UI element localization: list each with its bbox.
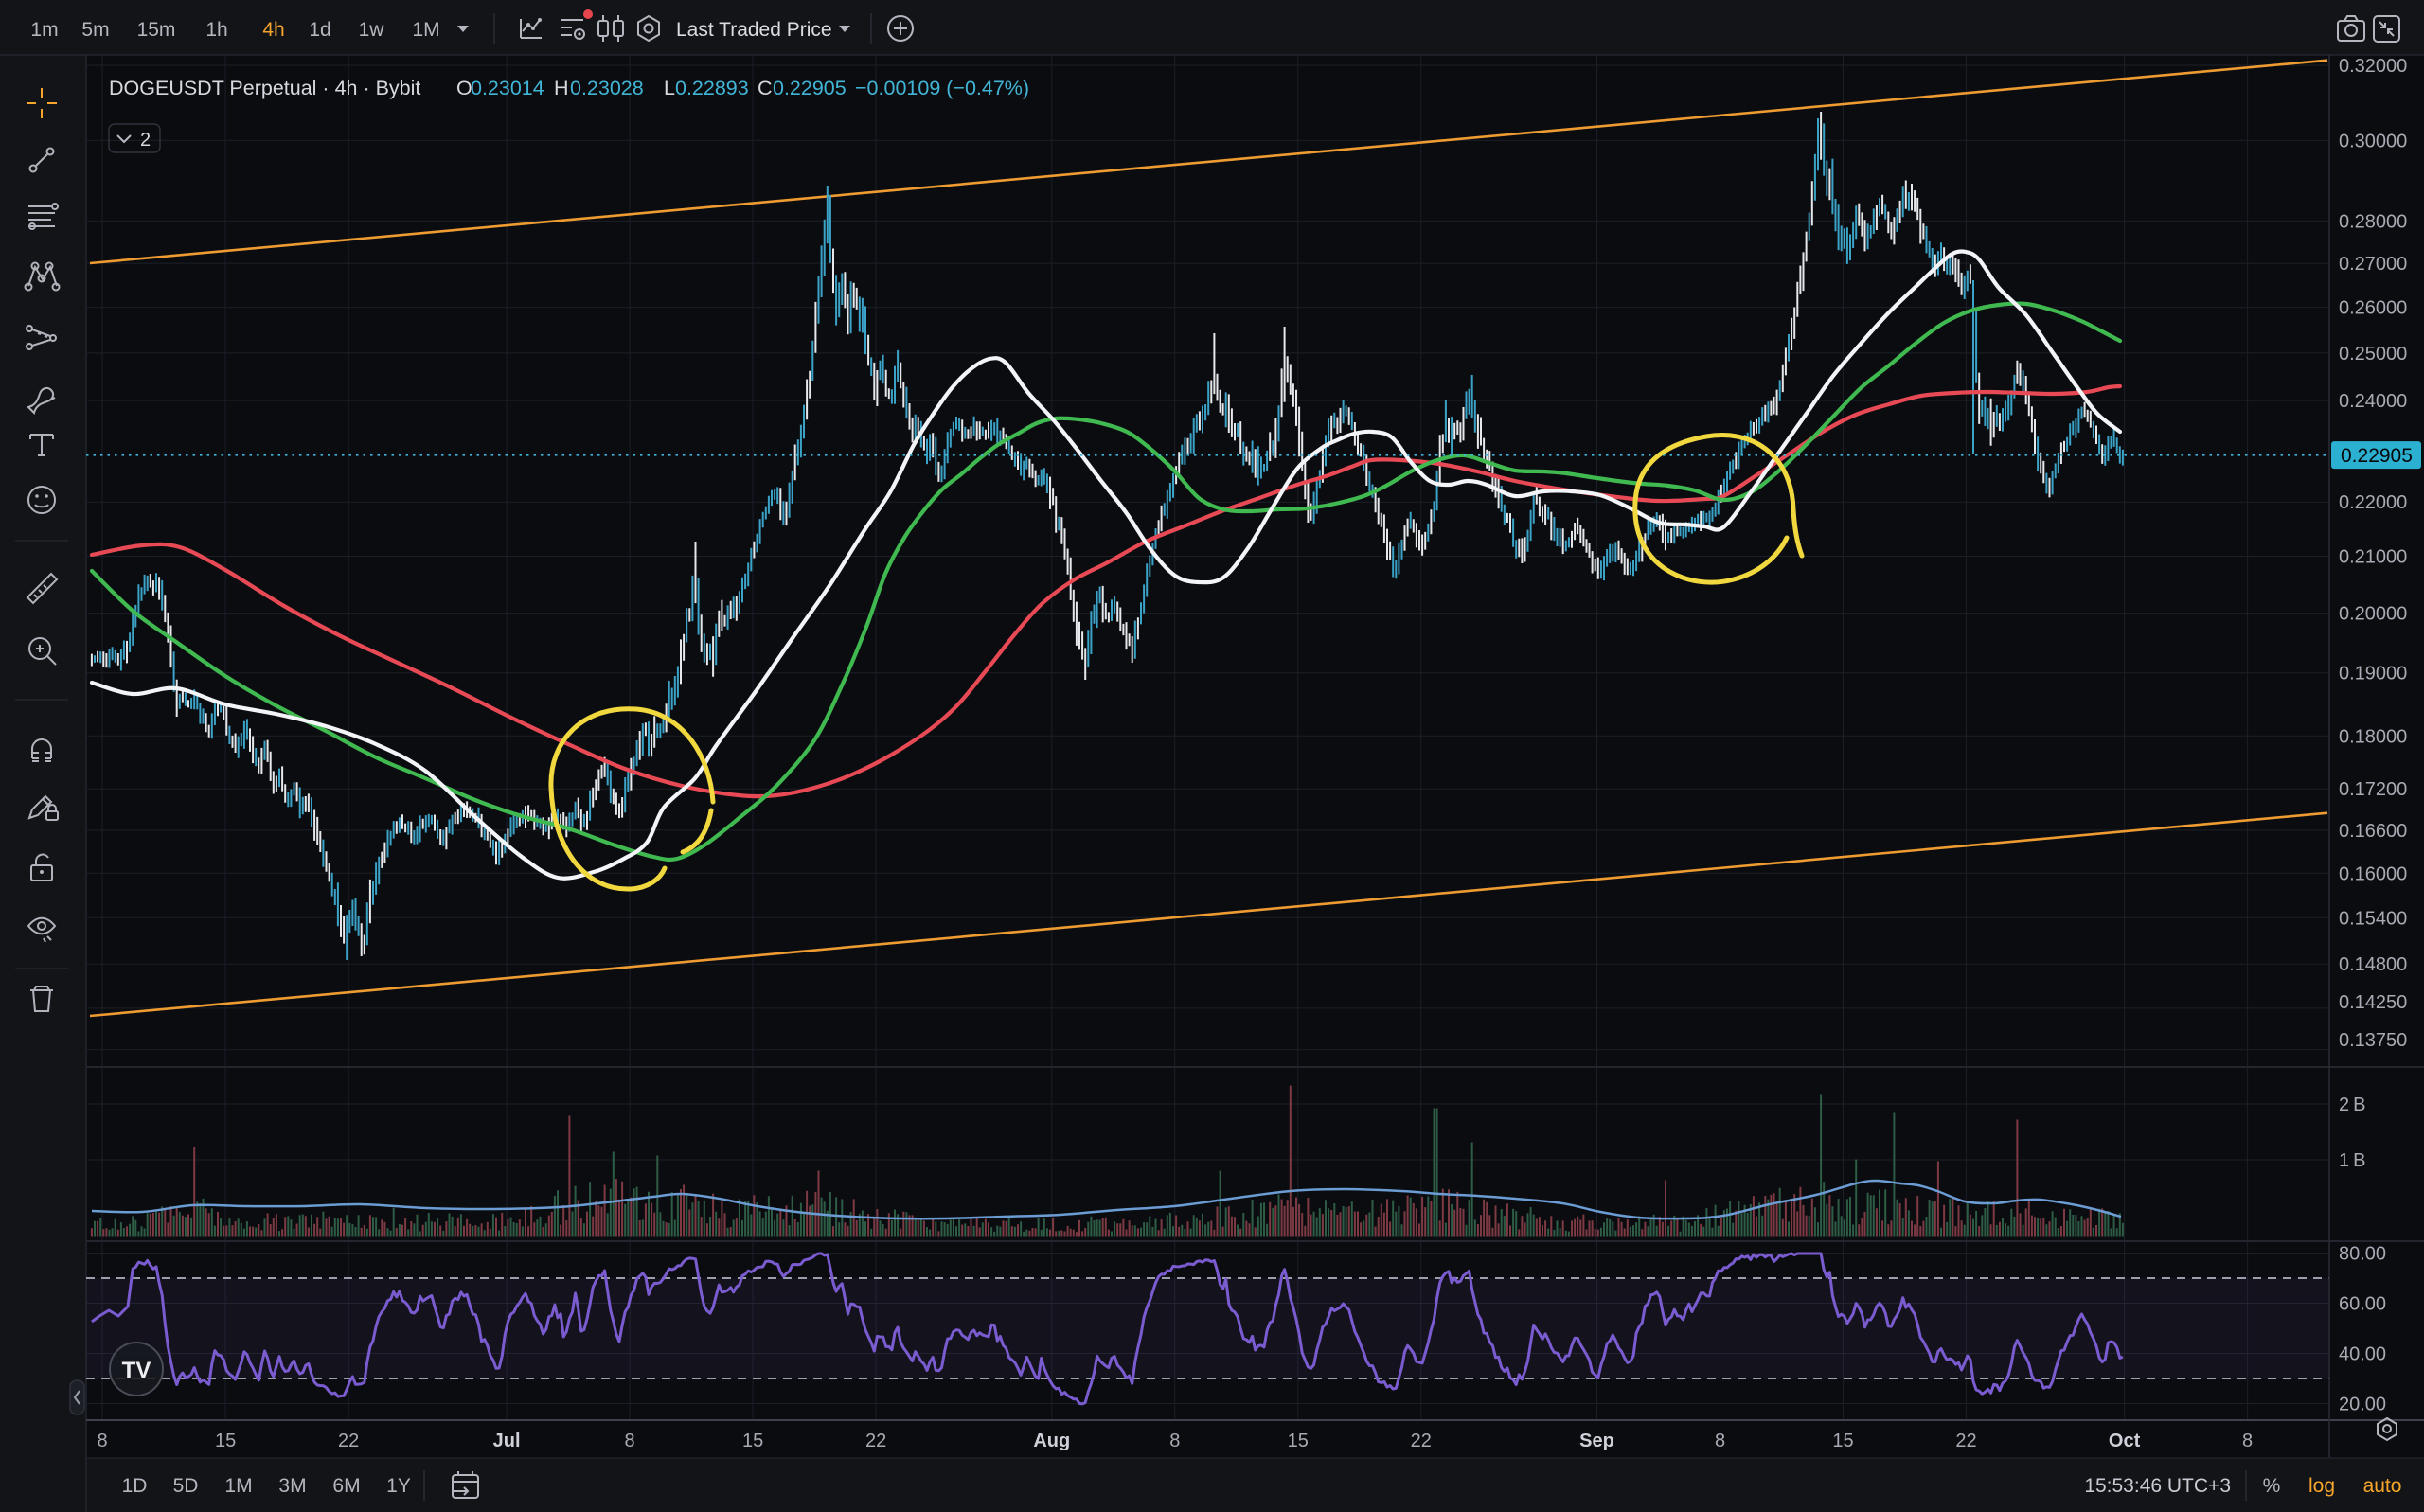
svg-text:1d: 1d	[309, 19, 330, 41]
svg-text:1h: 1h	[205, 19, 227, 41]
svg-text:0.16600: 0.16600	[2339, 821, 2407, 842]
svg-text:1m: 1m	[30, 19, 58, 41]
svg-text:15: 15	[1832, 1431, 1853, 1451]
svg-text:3M: 3M	[278, 1475, 306, 1497]
svg-text:log: log	[2308, 1475, 2335, 1497]
svg-text:15: 15	[215, 1431, 236, 1451]
svg-text:0.26000: 0.26000	[2339, 298, 2407, 319]
svg-text:TV: TV	[122, 1358, 152, 1383]
svg-text:Sep: Sep	[1579, 1431, 1614, 1451]
svg-text:0.15400: 0.15400	[2339, 908, 2407, 929]
svg-text:0.22000: 0.22000	[2339, 492, 2407, 513]
svg-text:0.20000: 0.20000	[2339, 604, 2407, 625]
svg-text:%: %	[2263, 1475, 2281, 1497]
svg-text:0.23028: 0.23028	[570, 77, 644, 99]
svg-text:20.00: 20.00	[2339, 1395, 2386, 1415]
svg-text:Oct: Oct	[2109, 1431, 2141, 1451]
svg-text:22: 22	[1955, 1431, 1976, 1451]
svg-text:0.16000: 0.16000	[2339, 863, 2407, 884]
svg-text:0.22905: 0.22905	[2341, 445, 2413, 467]
svg-text:15:53:46 UTC+3: 15:53:46 UTC+3	[2084, 1475, 2231, 1497]
svg-text:2: 2	[140, 130, 151, 151]
svg-text:15: 15	[1288, 1431, 1309, 1451]
svg-text:8: 8	[625, 1431, 635, 1451]
svg-text:1Y: 1Y	[386, 1475, 411, 1497]
svg-text:0.30000: 0.30000	[2339, 131, 2407, 151]
svg-text:0.21000: 0.21000	[2339, 547, 2407, 568]
svg-text:0.13750: 0.13750	[2339, 1030, 2407, 1051]
svg-text:4h: 4h	[262, 19, 284, 41]
svg-text:40.00: 40.00	[2339, 1344, 2386, 1365]
svg-text:0.19000: 0.19000	[2339, 664, 2407, 685]
svg-text:8: 8	[1169, 1431, 1180, 1451]
svg-text:0.23014: 0.23014	[471, 77, 544, 99]
svg-text:auto: auto	[2363, 1475, 2402, 1497]
svg-text:60.00: 60.00	[2339, 1294, 2386, 1315]
svg-text:22: 22	[865, 1431, 886, 1451]
svg-text:8: 8	[97, 1431, 107, 1451]
svg-text:1 B: 1 B	[2339, 1150, 2365, 1171]
svg-text:8: 8	[1715, 1431, 1725, 1451]
svg-text:C: C	[758, 77, 773, 99]
svg-text:0.27000: 0.27000	[2339, 254, 2407, 275]
svg-text:Aug: Aug	[1033, 1431, 1070, 1451]
svg-text:L: L	[664, 77, 675, 99]
svg-text:O: O	[456, 77, 472, 99]
svg-text:22: 22	[1411, 1431, 1432, 1451]
svg-text:6M: 6M	[332, 1475, 360, 1497]
svg-text:0.22893: 0.22893	[675, 77, 749, 99]
svg-text:−0.00109 (−0.47%): −0.00109 (−0.47%)	[855, 77, 1029, 99]
svg-text:22: 22	[338, 1431, 359, 1451]
svg-text:1M: 1M	[412, 19, 439, 41]
svg-text:5D: 5D	[173, 1475, 199, 1497]
svg-text:1w: 1w	[359, 19, 385, 41]
svg-text:DOGEUSDT Perpetual · 4h · Bybi: DOGEUSDT Perpetual · 4h · Bybit	[109, 77, 420, 99]
svg-text:0.14800: 0.14800	[2339, 954, 2407, 975]
svg-text:1D: 1D	[122, 1475, 148, 1497]
svg-text:Jul: Jul	[493, 1431, 521, 1451]
svg-text:H: H	[554, 77, 569, 99]
svg-text:0.32000: 0.32000	[2339, 56, 2407, 77]
svg-text:80.00: 80.00	[2339, 1244, 2386, 1265]
svg-text:0.18000: 0.18000	[2339, 726, 2407, 747]
svg-text:0.17200: 0.17200	[2339, 779, 2407, 800]
svg-text:5m: 5m	[81, 19, 109, 41]
svg-text:0.14250: 0.14250	[2339, 992, 2407, 1013]
svg-text:15m: 15m	[137, 19, 176, 41]
svg-text:Last Traded Price: Last Traded Price	[676, 19, 832, 41]
svg-text:0.24000: 0.24000	[2339, 391, 2407, 412]
svg-text:2 B: 2 B	[2339, 1094, 2365, 1115]
svg-text:0.25000: 0.25000	[2339, 344, 2407, 365]
svg-text:0.22905: 0.22905	[773, 77, 847, 99]
svg-text:0.28000: 0.28000	[2339, 211, 2407, 232]
svg-text:8: 8	[2242, 1431, 2253, 1451]
svg-text:1M: 1M	[224, 1475, 252, 1497]
svg-text:15: 15	[742, 1431, 763, 1451]
